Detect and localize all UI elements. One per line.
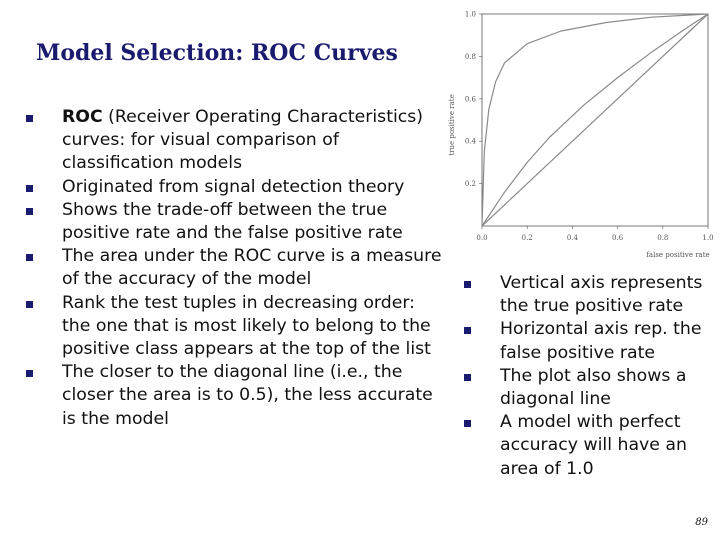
x-tick-label: 0.2: [522, 234, 533, 242]
x-tick-label: 0.4: [567, 234, 579, 242]
bullet-icon: [26, 115, 33, 122]
roc-curve: [481, 13, 709, 227]
bullet-text: (Receiver Operating Characteristics) cur…: [62, 107, 424, 174]
x-tick-label: 0.8: [657, 234, 668, 242]
main-bullet-item: Rank the test tuples in decreasing order…: [22, 292, 447, 362]
x-tick-label: 1.0: [702, 234, 713, 242]
bullet-icon: [26, 207, 33, 215]
bullet-text: Shows the trade-off between the true pos…: [62, 199, 403, 244]
main-bullet-item: Shows the trade-off between the true pos…: [22, 199, 447, 245]
y-tick-label: 0.6: [465, 95, 477, 103]
side-bullet-item: Vertical axis represents the true positi…: [460, 272, 715, 318]
main-bullet-item: The area under the ROC curve is a measur…: [22, 245, 447, 291]
bullet-icon: [464, 281, 471, 288]
bullet-icon: [464, 327, 471, 335]
bullet-bold: ROC: [62, 107, 103, 127]
y-axis-label: true positive rate: [448, 94, 456, 155]
bullet-icon: [26, 370, 33, 378]
roc-curve: [481, 13, 709, 227]
bullet-text: Horizontal axis rep. the false positive …: [500, 319, 702, 363]
bullet-text: Rank the test tuples in decreasing order…: [62, 292, 431, 360]
bullet-text: A model with perfect accuracy will have …: [500, 412, 687, 479]
main-bullet-item: Originated from signal detection theory: [22, 176, 447, 199]
main-bullet-list: ROC (Receiver Operating Characteristics)…: [22, 106, 447, 431]
y-tick-label: 0.8: [465, 53, 476, 61]
y-tick-label: 0.4: [465, 138, 477, 146]
bullet-text: Vertical axis represents the true positi…: [500, 273, 703, 317]
x-tick-label: 0.0: [476, 234, 487, 242]
main-bullet-item: ROC (Receiver Operating Characteristics)…: [22, 106, 447, 176]
chart-plot-area: 0.0 0.2 0.4 0.6 0.8 1.0 0.2 0.4 0.6 0.8 1.0: [465, 11, 714, 243]
plot-frame: [481, 13, 709, 227]
bullet-text: The area under the ROC curve is a measur…: [62, 246, 442, 290]
y-tick-label: 1.0: [465, 11, 476, 19]
roc-chart: 0.0 0.2 0.4 0.6 0.8 1.0 0.2 0.4 0.6 0.8 1.0 true p…: [448, 11, 714, 260]
diagonal-line: [481, 13, 709, 227]
bullet-icon: [26, 300, 33, 308]
slide-title: Model Selection: ROC Curves: [36, 40, 398, 66]
side-bullet-list: Vertical axis represents the true positi…: [460, 272, 715, 481]
bullet-text: Originated from signal detection theory: [62, 176, 405, 197]
bullet-icon: [26, 184, 33, 192]
bullet-icon: [464, 373, 471, 381]
page-number: 89: [695, 517, 708, 528]
side-bullet-item: A model with perfect accuracy will have …: [460, 411, 715, 481]
side-bullet-item: Horizontal axis rep. the false positive …: [460, 318, 715, 364]
y-tick-label: 0.2: [465, 180, 476, 188]
bullet-icon: [26, 254, 33, 262]
main-bullet-item: The closer to the diagonal line (i.e., t…: [22, 361, 447, 431]
bullet-icon: [464, 420, 471, 428]
bullet-text: The plot also shows a diagonal line: [500, 365, 687, 410]
x-tick-label: 0.6: [612, 234, 624, 242]
x-axis-label: false positive rate: [646, 251, 709, 259]
bullet-text: The closer to the diagonal line (i.e., t…: [62, 362, 433, 429]
side-bullet-item: The plot also shows a diagonal line: [460, 365, 715, 411]
